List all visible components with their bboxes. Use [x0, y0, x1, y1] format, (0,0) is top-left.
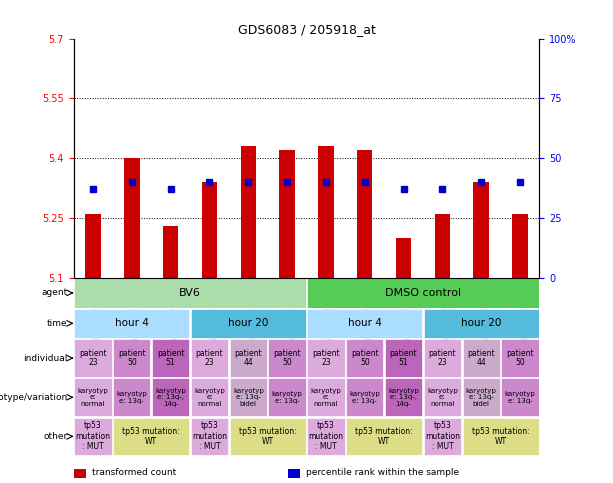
Text: tp53 mutation:
WT: tp53 mutation: WT — [239, 426, 297, 446]
Text: patient
50: patient 50 — [273, 349, 301, 368]
FancyBboxPatch shape — [113, 379, 150, 416]
FancyBboxPatch shape — [152, 379, 189, 416]
Text: patient
44: patient 44 — [467, 349, 495, 368]
Text: patient
23: patient 23 — [312, 349, 340, 368]
FancyBboxPatch shape — [74, 278, 306, 308]
Text: patient
51: patient 51 — [157, 349, 185, 368]
Text: karyotyp
e: 13q-
bidel: karyotyp e: 13q- bidel — [466, 388, 497, 407]
Text: agent: agent — [41, 288, 67, 298]
Text: karyotyp
e: 13q-: karyotyp e: 13q- — [504, 391, 535, 403]
Text: karyotyp
e:
normal: karyotyp e: normal — [311, 388, 341, 407]
FancyBboxPatch shape — [463, 379, 500, 416]
FancyBboxPatch shape — [346, 340, 383, 377]
FancyBboxPatch shape — [191, 418, 228, 455]
FancyBboxPatch shape — [268, 340, 306, 377]
FancyBboxPatch shape — [307, 340, 345, 377]
FancyBboxPatch shape — [191, 340, 228, 377]
Title: GDS6083 / 205918_at: GDS6083 / 205918_at — [238, 23, 375, 36]
FancyBboxPatch shape — [307, 418, 345, 455]
Text: tp53 mutation:
WT: tp53 mutation: WT — [472, 426, 530, 446]
Bar — [435, 214, 450, 278]
FancyBboxPatch shape — [307, 309, 422, 338]
Text: patient
23: patient 23 — [428, 349, 456, 368]
Text: hour 4: hour 4 — [348, 318, 382, 328]
Text: hour 4: hour 4 — [115, 318, 149, 328]
Text: DMSO control: DMSO control — [385, 288, 461, 298]
Text: karyotyp
e: 13q-
bidel: karyotyp e: 13q- bidel — [233, 388, 264, 407]
FancyBboxPatch shape — [74, 418, 112, 455]
Text: individual: individual — [23, 354, 67, 363]
Text: karyotyp
e:
normal: karyotyp e: normal — [78, 388, 109, 407]
Bar — [240, 146, 256, 278]
Text: other: other — [43, 432, 67, 441]
FancyBboxPatch shape — [191, 379, 228, 416]
FancyBboxPatch shape — [424, 379, 461, 416]
Text: patient
51: patient 51 — [390, 349, 417, 368]
Text: karyotyp
e: 13q-: karyotyp e: 13q- — [272, 391, 302, 403]
FancyBboxPatch shape — [424, 340, 461, 377]
Text: patient
50: patient 50 — [506, 349, 534, 368]
Text: percentile rank within the sample: percentile rank within the sample — [306, 468, 460, 477]
Text: karyotyp
e: 13q-,
14q-: karyotyp e: 13q-, 14q- — [388, 388, 419, 407]
Text: karyotyp
e: 13q-: karyotyp e: 13q- — [116, 391, 147, 403]
Text: karyotyp
e: 13q-,
14q-: karyotyp e: 13q-, 14q- — [155, 388, 186, 407]
FancyBboxPatch shape — [152, 340, 189, 377]
Text: tp53
mutation
: MUT: tp53 mutation : MUT — [192, 422, 227, 451]
Text: time: time — [47, 319, 67, 328]
Text: patient
44: patient 44 — [234, 349, 262, 368]
Text: transformed count: transformed count — [92, 468, 176, 477]
Bar — [85, 214, 101, 278]
FancyBboxPatch shape — [230, 418, 306, 455]
Text: BV6: BV6 — [179, 288, 201, 298]
FancyBboxPatch shape — [230, 379, 267, 416]
FancyBboxPatch shape — [346, 379, 383, 416]
FancyBboxPatch shape — [424, 309, 539, 338]
FancyBboxPatch shape — [501, 340, 539, 377]
Text: tp53
mutation
: MUT: tp53 mutation : MUT — [425, 422, 460, 451]
Text: genotype/variation: genotype/variation — [0, 393, 67, 402]
Bar — [318, 146, 333, 278]
Text: karyotyp
e:
normal: karyotyp e: normal — [194, 388, 225, 407]
Text: patient
50: patient 50 — [118, 349, 146, 368]
FancyBboxPatch shape — [424, 418, 461, 455]
Text: patient
23: patient 23 — [79, 349, 107, 368]
Bar — [163, 226, 178, 278]
Bar — [512, 214, 528, 278]
FancyBboxPatch shape — [307, 379, 345, 416]
Text: tp53
mutation
: MUT: tp53 mutation : MUT — [75, 422, 110, 451]
FancyBboxPatch shape — [230, 340, 267, 377]
Text: hour 20: hour 20 — [228, 318, 268, 328]
FancyBboxPatch shape — [74, 379, 112, 416]
Text: tp53 mutation:
WT: tp53 mutation: WT — [356, 426, 413, 446]
Text: tp53 mutation:
WT: tp53 mutation: WT — [123, 426, 180, 446]
FancyBboxPatch shape — [268, 379, 306, 416]
FancyBboxPatch shape — [74, 340, 112, 377]
FancyBboxPatch shape — [113, 418, 189, 455]
FancyBboxPatch shape — [501, 379, 539, 416]
Bar — [124, 158, 140, 278]
FancyBboxPatch shape — [191, 309, 306, 338]
Bar — [202, 182, 217, 278]
FancyBboxPatch shape — [463, 340, 500, 377]
FancyBboxPatch shape — [74, 309, 189, 338]
Bar — [280, 150, 295, 278]
FancyBboxPatch shape — [307, 278, 539, 308]
Text: karyotyp
e:
normal: karyotyp e: normal — [427, 388, 458, 407]
FancyBboxPatch shape — [113, 340, 150, 377]
Text: karyotyp
e: 13q-: karyotyp e: 13q- — [349, 391, 380, 403]
Text: patient
23: patient 23 — [196, 349, 223, 368]
Bar — [473, 182, 489, 278]
FancyBboxPatch shape — [346, 418, 422, 455]
Text: hour 20: hour 20 — [461, 318, 501, 328]
FancyBboxPatch shape — [385, 379, 422, 416]
FancyBboxPatch shape — [463, 418, 539, 455]
Bar — [357, 150, 373, 278]
FancyBboxPatch shape — [385, 340, 422, 377]
Text: tp53
mutation
: MUT: tp53 mutation : MUT — [308, 422, 343, 451]
Bar — [396, 238, 411, 278]
Text: patient
50: patient 50 — [351, 349, 379, 368]
